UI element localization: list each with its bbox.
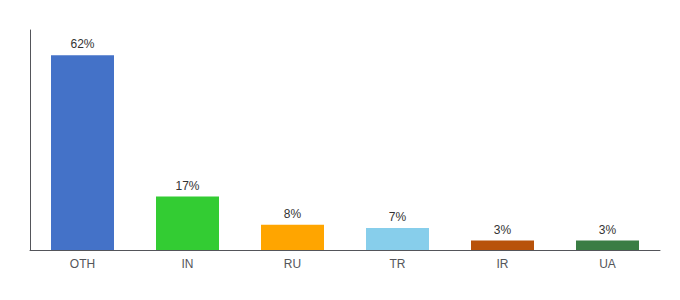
svg-text:3%: 3% xyxy=(494,223,512,237)
svg-text:RU: RU xyxy=(284,257,301,271)
svg-text:3%: 3% xyxy=(599,223,617,237)
svg-text:7%: 7% xyxy=(389,210,407,224)
svg-text:TR: TR xyxy=(390,257,406,271)
svg-text:OTH: OTH xyxy=(70,257,95,271)
svg-text:17%: 17% xyxy=(175,179,199,193)
svg-text:62%: 62% xyxy=(70,37,94,51)
svg-text:8%: 8% xyxy=(284,207,302,221)
svg-text:UA: UA xyxy=(599,257,616,271)
svg-text:IR: IR xyxy=(497,257,509,271)
svg-text:IN: IN xyxy=(182,257,194,271)
